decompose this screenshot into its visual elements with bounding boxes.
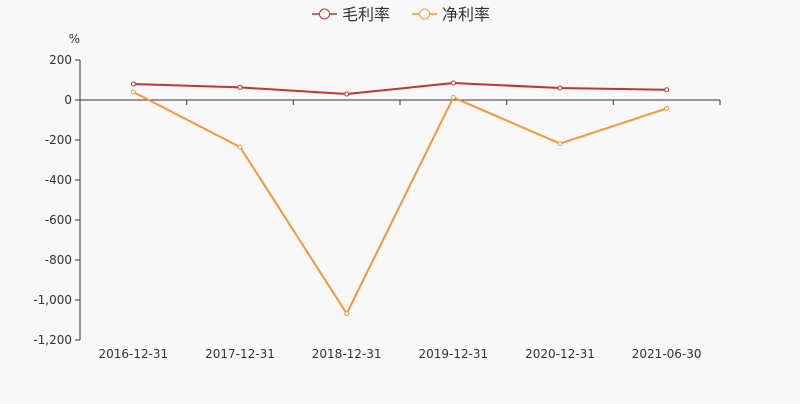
data-point[interactable] [664,105,670,111]
data-point[interactable] [344,91,350,97]
data-point[interactable] [450,94,456,100]
data-point[interactable] [237,84,243,90]
series-line-1 [132,91,667,316]
legend-label: 毛利率 [342,5,390,24]
y-tick-label: 0 [64,93,72,107]
data-point[interactable] [130,89,136,95]
y-tick-label: -1,000 [33,293,72,307]
x-tick-label: 2018-12-31 [312,347,382,361]
x-tick-label: 2016-12-31 [98,347,168,361]
data-point[interactable] [130,81,136,87]
x-tick-label: 2020-12-31 [525,347,595,361]
data-point[interactable] [450,80,456,86]
data-point[interactable] [344,311,350,317]
legend-circle-icon [319,8,330,20]
y-tick-label: -800 [45,253,72,267]
y-tick-label: -1,200 [33,333,72,347]
data-point[interactable] [664,87,670,93]
y-tick-label: -400 [45,173,72,187]
legend-item[interactable]: 净利率 [412,5,490,24]
x-tick-label: 2021-06-30 [632,347,702,361]
legend-circle-icon [419,8,430,20]
legend-label: 净利率 [442,5,490,24]
data-point[interactable] [237,144,243,150]
data-point[interactable] [557,85,563,91]
legend-item[interactable]: 毛利率 [312,5,390,24]
data-point[interactable] [557,141,563,147]
y-tick-label: -200 [45,133,72,147]
series-line-0 [133,81,667,96]
x-tick-label: 2019-12-31 [418,347,488,361]
y-axis-label: % [69,32,80,46]
x-tick-label: 2017-12-31 [205,347,275,361]
y-tick-label: -600 [45,213,72,227]
y-tick-label: 200 [49,53,72,67]
